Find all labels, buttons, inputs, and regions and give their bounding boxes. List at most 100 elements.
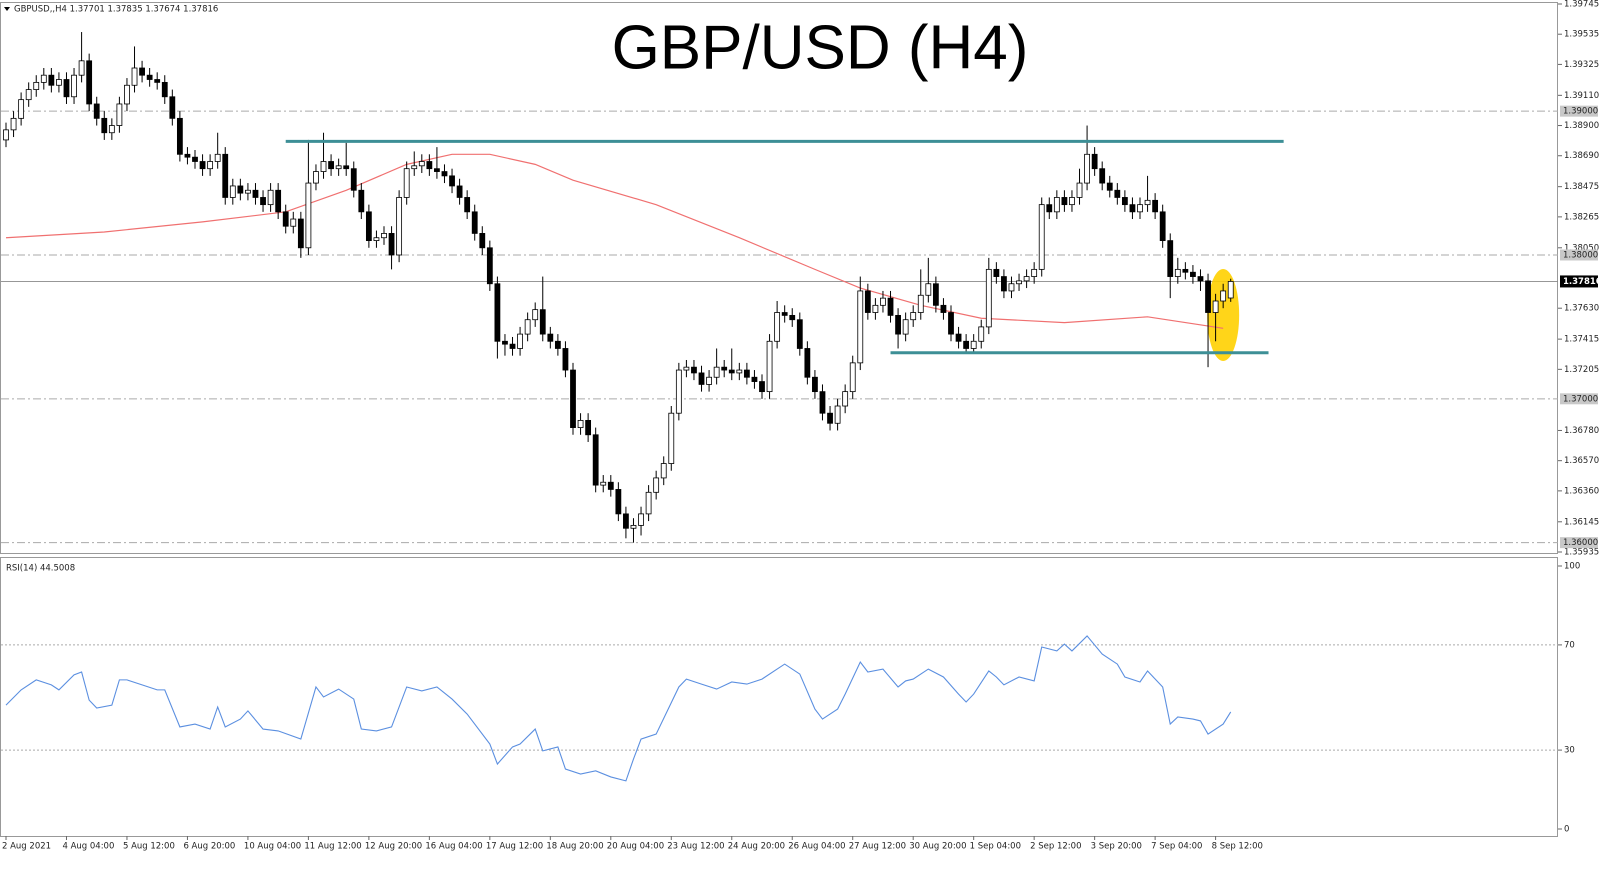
candle-body (623, 513, 629, 529)
candle-body (766, 340, 773, 393)
candle-body (3, 129, 9, 141)
rsi-panel (0, 557, 1558, 837)
candle-body (464, 197, 471, 213)
y-tick-label: 0 (1564, 825, 1569, 835)
candle-body (932, 283, 939, 306)
candle-body (86, 60, 93, 105)
x-tick-label: 24 Aug 20:00 (728, 842, 785, 852)
menu-arrow (4, 7, 10, 11)
candle-body (169, 96, 176, 119)
candle-body (1220, 290, 1227, 302)
candle-body (1167, 240, 1174, 277)
candle-body (607, 481, 614, 490)
x-tick-label: 18 Aug 20:00 (546, 842, 603, 852)
candle-body (993, 268, 1000, 277)
candle-body (668, 412, 675, 464)
candle-body (1061, 197, 1068, 206)
candle-body (1152, 199, 1159, 213)
candle-body (131, 67, 138, 86)
y-tick-label: 1.39745 (1564, 0, 1599, 10)
candle-body (1182, 268, 1189, 273)
candle-body (381, 233, 387, 239)
candle-body (328, 161, 334, 170)
current-price-label: 1.37816 (1563, 277, 1600, 287)
candle-body (743, 369, 750, 378)
candle-body (449, 175, 455, 187)
rsi-title: RSI(14) 44.5008 (6, 564, 75, 574)
candle-body (524, 319, 531, 335)
candle-body (146, 74, 153, 80)
candle-body (434, 168, 440, 172)
candle-body (1129, 204, 1136, 213)
candle-body (1159, 211, 1166, 242)
candle-body (812, 376, 818, 393)
y-tick-label: 1.36570 (1564, 456, 1599, 466)
level-box (1560, 105, 1598, 117)
candle-body (683, 366, 690, 371)
candle-body (214, 153, 221, 162)
y-tick-label: 1.38050 (1564, 243, 1599, 253)
candle-body (1084, 153, 1090, 184)
y-tick-label: 1.39110 (1564, 91, 1599, 101)
candle-body (502, 340, 508, 345)
candle-body (1099, 168, 1106, 184)
candle-body (494, 283, 501, 342)
candle-body (834, 405, 841, 424)
candle-body (40, 74, 47, 83)
candle-body (116, 103, 123, 126)
candle-body (630, 524, 637, 529)
candle-body (403, 168, 410, 198)
candle-body (940, 304, 947, 313)
candle-body (827, 412, 833, 424)
candle-body (245, 189, 251, 194)
candle-body (199, 161, 206, 170)
y-tick-label: 1.39325 (1564, 60, 1599, 70)
candle-body (955, 333, 962, 342)
y-tick-label: 1.37630 (1564, 304, 1599, 314)
candle-body (418, 161, 425, 167)
candle-body (1121, 197, 1128, 206)
candle-body (63, 79, 70, 98)
candle-body (539, 309, 546, 335)
candle-body (297, 218, 304, 249)
candle-body (1053, 197, 1060, 213)
candle-body (1137, 204, 1143, 213)
candle-body (290, 218, 297, 227)
candle-body (1205, 280, 1211, 313)
candle-body (1076, 182, 1083, 198)
candle-body (600, 481, 607, 486)
candle-body (706, 376, 712, 385)
x-tick-label: 23 Aug 12:00 (667, 842, 724, 852)
x-tick-label: 6 Aug 20:00 (183, 842, 235, 852)
candle-body (509, 343, 516, 349)
highlight (1207, 269, 1240, 361)
candle-body (917, 294, 924, 313)
x-tick-label: 26 Aug 04:00 (788, 842, 845, 852)
candle-body (781, 312, 788, 316)
candle-body (925, 283, 932, 296)
candle-body (1046, 204, 1053, 213)
candle-body (93, 103, 100, 119)
candle-body (1038, 204, 1045, 270)
candle-body (713, 366, 720, 378)
candle-body (638, 513, 644, 526)
x-tick-label: 11 Aug 12:00 (304, 842, 361, 852)
x-tick-label: 12 Aug 20:00 (365, 842, 422, 852)
x-tick-label: 5 Aug 12:00 (123, 842, 175, 852)
candle-body (554, 340, 561, 349)
candle-body (698, 372, 705, 385)
candle-body (691, 366, 697, 374)
level-box (1560, 537, 1598, 549)
candle-body (1212, 300, 1219, 313)
candle-body (948, 312, 954, 335)
candle-body (237, 185, 244, 194)
candle-body (260, 197, 266, 206)
candle-body (978, 326, 985, 342)
x-tick-label: 8 Sep 12:00 (1212, 842, 1263, 852)
candle-body (963, 340, 970, 349)
candle-body (532, 309, 539, 321)
candle-body (895, 314, 901, 335)
candle-body (645, 491, 652, 515)
y-tick-label: 1.36780 (1564, 426, 1599, 436)
candle-body (305, 182, 312, 249)
